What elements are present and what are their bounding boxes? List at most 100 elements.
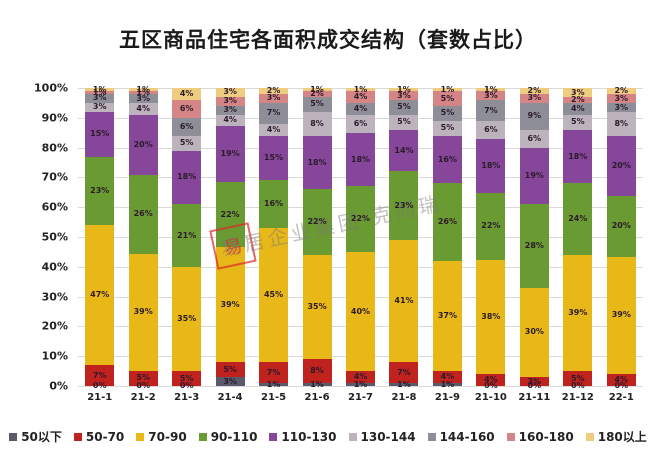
bar-segment-90-110: 23% bbox=[85, 156, 115, 226]
data-label: 4% bbox=[440, 372, 455, 382]
legend-item: 70-90 bbox=[136, 428, 187, 445]
bar-segment-130-144: 6% bbox=[476, 121, 506, 140]
data-label: 0% bbox=[527, 381, 542, 390]
bar-segment-160-180: 1% bbox=[128, 88, 158, 96]
data-label: 23% bbox=[90, 185, 110, 195]
stacked-bar-21-8: 1% 7% 41% 23% 14% 5% 5% 3% 1% bbox=[389, 85, 419, 389]
legend-item: 90-110 bbox=[198, 428, 257, 445]
data-label: 2% bbox=[266, 86, 281, 96]
data-label: 6% bbox=[484, 125, 498, 135]
legend-label: 70-90 bbox=[148, 429, 187, 444]
data-label: 1% bbox=[136, 84, 150, 94]
bar-segment-144-160: 4% bbox=[563, 102, 593, 115]
chart-legend: 50以下 50-70 70-90 90-110 110-130 130-144 144-16… bbox=[0, 428, 656, 445]
bar-segment-144-160: 3% bbox=[128, 94, 158, 104]
bar-segment-70-90: 39% bbox=[606, 256, 636, 374]
y-axis-tick-label: 100% bbox=[34, 81, 68, 95]
data-label: 19% bbox=[220, 149, 240, 159]
bar-segment-110-130: 19% bbox=[519, 147, 549, 205]
legend-swatch-icon bbox=[136, 432, 145, 441]
bar-segment-160-180: 3% bbox=[606, 94, 636, 104]
bar-segment-110-130: 14% bbox=[389, 129, 419, 172]
bar-segment-180以上: 2% bbox=[519, 86, 549, 96]
data-label: 4% bbox=[614, 374, 629, 384]
stacked-bar-21-5: 1% 7% 45% 16% 15% 4% 7% 3% 2% bbox=[259, 86, 289, 388]
y-axis-tick-label: 20% bbox=[41, 319, 68, 333]
legend-label: 180以上 bbox=[597, 430, 647, 444]
data-label: 3% bbox=[92, 93, 107, 103]
bar-segment-70-90: 41% bbox=[389, 240, 419, 363]
bar-segment-70-90: 30% bbox=[519, 287, 549, 378]
data-label: 18% bbox=[481, 161, 501, 171]
data-label: 1% bbox=[92, 84, 107, 94]
x-axis-tick-label: 21-9 bbox=[434, 392, 460, 403]
data-label: 3% bbox=[527, 376, 542, 386]
bar-segment-50以下: 1% bbox=[259, 380, 289, 388]
legend-swatch-icon bbox=[506, 432, 515, 441]
bar-segment-130-144: 5% bbox=[389, 114, 419, 130]
plot-area: 0% 10% 20% 30% 40% 50% 60% 70% 80% 90% 100% 0% 7% 47%… bbox=[34, 82, 643, 403]
y-axis-tick-label: 30% bbox=[41, 290, 68, 304]
bar-segment-90-110: 16% bbox=[259, 180, 289, 229]
bar-segment-70-90: 35% bbox=[302, 254, 332, 360]
bar-segment-130-144: 4% bbox=[215, 114, 245, 127]
bar-segment-90-110: 26% bbox=[128, 175, 158, 254]
data-label: 3% bbox=[223, 105, 237, 115]
data-label: 4% bbox=[136, 104, 150, 114]
data-label: 1% bbox=[397, 379, 411, 389]
data-label: 41% bbox=[394, 296, 414, 306]
data-label: 3% bbox=[223, 376, 237, 386]
bar-segment-144-160: 3% bbox=[215, 105, 245, 115]
data-label: 2% bbox=[571, 94, 585, 104]
data-label: 2% bbox=[527, 86, 542, 96]
data-label: 35% bbox=[177, 313, 197, 323]
bar-segment-70-90: 35% bbox=[172, 266, 202, 372]
bar-segment-160-180: 3% bbox=[389, 91, 419, 100]
bar-segment-70-90: 37% bbox=[432, 260, 462, 372]
bar-segment-160-180: 1% bbox=[85, 88, 115, 96]
data-label: 28% bbox=[524, 240, 544, 250]
data-label: 19% bbox=[524, 170, 544, 180]
data-label: 8% bbox=[310, 366, 324, 376]
data-label: 3% bbox=[223, 96, 237, 106]
data-label: 5% bbox=[440, 93, 455, 103]
legend-item: 50以下 bbox=[9, 428, 62, 445]
data-label: 4% bbox=[353, 103, 368, 113]
bar-segment-110-130: 18% bbox=[346, 132, 375, 187]
data-label: 15% bbox=[90, 129, 110, 139]
bar-segment-90-110: 22% bbox=[346, 186, 375, 252]
bar-segment-130-144: 5% bbox=[563, 114, 593, 130]
data-label: 22% bbox=[350, 214, 371, 224]
stacked-bar-21-6: 1% 8% 35% 22% 18% 8% 5% 2% 1% bbox=[302, 85, 332, 389]
stacked-bar-21-11: 0% 3% 30% 28% 19% 6% 9% 3% 2% bbox=[519, 86, 549, 390]
bar-segment-130-144: 6% bbox=[346, 114, 375, 133]
data-label: 5% bbox=[440, 123, 455, 133]
chart-title: 五区商品住宅各面积成交结构（套数占比） bbox=[119, 28, 537, 52]
data-label: 1% bbox=[310, 379, 324, 389]
data-label: 5% bbox=[136, 373, 150, 383]
bar-segment-90-110: 21% bbox=[172, 204, 202, 267]
data-label: 3% bbox=[266, 93, 281, 103]
data-label: 8% bbox=[614, 119, 629, 129]
bar-segment-50以下: 1% bbox=[432, 380, 462, 388]
bar-segment-130-144: 5% bbox=[172, 135, 202, 151]
data-label: 16% bbox=[437, 154, 457, 164]
bar-segment-160-180: 2% bbox=[302, 90, 332, 98]
data-label: 0% bbox=[571, 381, 585, 390]
data-label: 26% bbox=[133, 209, 153, 219]
x-axis-tick-label: 21-12 bbox=[561, 392, 594, 403]
bar-segment-160-180: 4% bbox=[346, 91, 375, 103]
legend-swatch-icon bbox=[269, 432, 278, 441]
data-label: 15% bbox=[263, 153, 284, 163]
legend-label: 50-70 bbox=[85, 429, 125, 444]
bar-segment-70-90: 39% bbox=[563, 254, 593, 372]
data-label: 3% bbox=[614, 102, 629, 112]
data-label: 18% bbox=[177, 172, 197, 182]
bar-segment-144-160: 5% bbox=[302, 97, 332, 112]
data-label: 1% bbox=[484, 84, 498, 94]
bar-segment-50以下: 1% bbox=[302, 379, 332, 389]
stacked-bar-21-4: 3% 5% 39% 22% 19% 4% 3% 3% 3% bbox=[215, 88, 245, 386]
bar-segment-180以上: 2% bbox=[259, 86, 289, 96]
data-label: 5% bbox=[397, 117, 411, 127]
data-label: 2% bbox=[614, 86, 629, 96]
